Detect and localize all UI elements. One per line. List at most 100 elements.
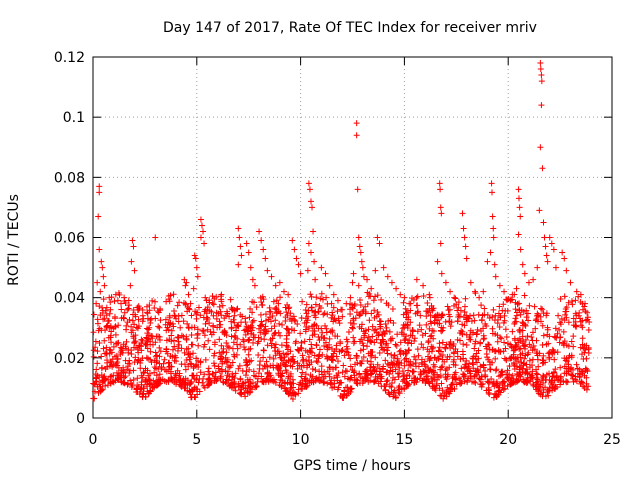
data-point xyxy=(334,297,341,304)
background-point xyxy=(330,304,337,311)
background-point xyxy=(551,368,558,375)
background-point xyxy=(367,364,374,371)
background-point xyxy=(178,312,185,319)
background-point xyxy=(403,375,410,382)
background-point xyxy=(543,371,550,378)
background-point xyxy=(536,384,543,391)
background-point xyxy=(364,301,371,308)
data-point xyxy=(100,273,107,280)
background-point xyxy=(275,329,282,336)
background-point xyxy=(506,355,513,362)
data-point xyxy=(437,240,444,247)
background-point xyxy=(115,339,122,346)
background-point xyxy=(526,302,533,309)
background-point xyxy=(151,364,158,371)
background-point xyxy=(365,326,372,333)
background-point xyxy=(560,341,567,348)
data-point xyxy=(310,228,317,235)
background-point xyxy=(298,339,305,346)
background-point xyxy=(403,333,410,340)
background-point xyxy=(242,346,249,353)
background-point xyxy=(414,308,421,315)
background-point xyxy=(211,362,218,369)
background-point xyxy=(108,324,114,331)
background-point xyxy=(467,368,474,375)
data-point xyxy=(484,258,491,265)
background-point xyxy=(163,298,170,305)
data-point xyxy=(407,300,414,307)
background-point xyxy=(516,327,523,334)
chart-title: Day 147 of 2017, Rate Of TEC Index for r… xyxy=(163,20,537,36)
background-point xyxy=(170,291,177,298)
background-point xyxy=(525,349,532,356)
background-point xyxy=(288,326,295,333)
background-point xyxy=(372,293,379,300)
data-point xyxy=(451,294,458,301)
background-point xyxy=(439,363,446,370)
background-point xyxy=(383,347,390,354)
background-point xyxy=(404,339,411,346)
background-point xyxy=(499,307,506,314)
background-point xyxy=(350,340,357,347)
background-point xyxy=(284,388,291,395)
background-point xyxy=(207,328,214,335)
background-point xyxy=(213,293,220,300)
background-point xyxy=(545,340,552,347)
background-point xyxy=(310,379,317,386)
background-point xyxy=(402,305,409,312)
background-point xyxy=(308,341,315,348)
background-point xyxy=(289,389,296,396)
background-point xyxy=(366,317,373,324)
background-point xyxy=(391,352,398,359)
background-point xyxy=(312,309,319,316)
background-point xyxy=(444,303,451,310)
background-point xyxy=(279,321,286,328)
background-point xyxy=(137,365,144,372)
data-point xyxy=(426,291,433,298)
background-point xyxy=(201,371,208,378)
background-point xyxy=(408,377,415,384)
background-point xyxy=(345,328,352,335)
data-point xyxy=(173,315,180,322)
background-point xyxy=(367,371,374,378)
background-point xyxy=(145,372,152,379)
background-point xyxy=(131,359,138,366)
background-point xyxy=(496,384,503,391)
background-point xyxy=(152,349,159,356)
background-point xyxy=(96,325,103,332)
background-point xyxy=(451,350,458,357)
background-point xyxy=(437,392,444,399)
background-point xyxy=(519,365,526,372)
background-point xyxy=(348,301,355,308)
background-point xyxy=(582,317,589,324)
background-point xyxy=(99,307,106,314)
background-point xyxy=(147,348,154,355)
background-point xyxy=(481,311,488,318)
background-point xyxy=(361,332,368,339)
background-point xyxy=(411,338,418,345)
background-point xyxy=(350,320,357,327)
background-point xyxy=(174,302,181,309)
background-point xyxy=(400,373,407,380)
background-point xyxy=(583,355,590,362)
background-point xyxy=(348,385,355,392)
data-point xyxy=(96,246,103,253)
data-point xyxy=(509,291,516,298)
background-point xyxy=(112,331,119,338)
background-point xyxy=(430,368,437,375)
background-point xyxy=(175,334,182,341)
data-point xyxy=(260,246,267,253)
background-point xyxy=(461,378,468,385)
background-point xyxy=(351,377,358,384)
background-point xyxy=(111,313,118,320)
background-point xyxy=(247,305,254,312)
background-point xyxy=(287,380,294,387)
background-point xyxy=(302,315,309,322)
data-point xyxy=(124,306,131,313)
background-point xyxy=(263,375,270,382)
background-point xyxy=(128,323,135,330)
background-point xyxy=(431,354,438,361)
background-point xyxy=(204,314,211,321)
data-point xyxy=(127,282,134,289)
background-point xyxy=(485,387,492,394)
